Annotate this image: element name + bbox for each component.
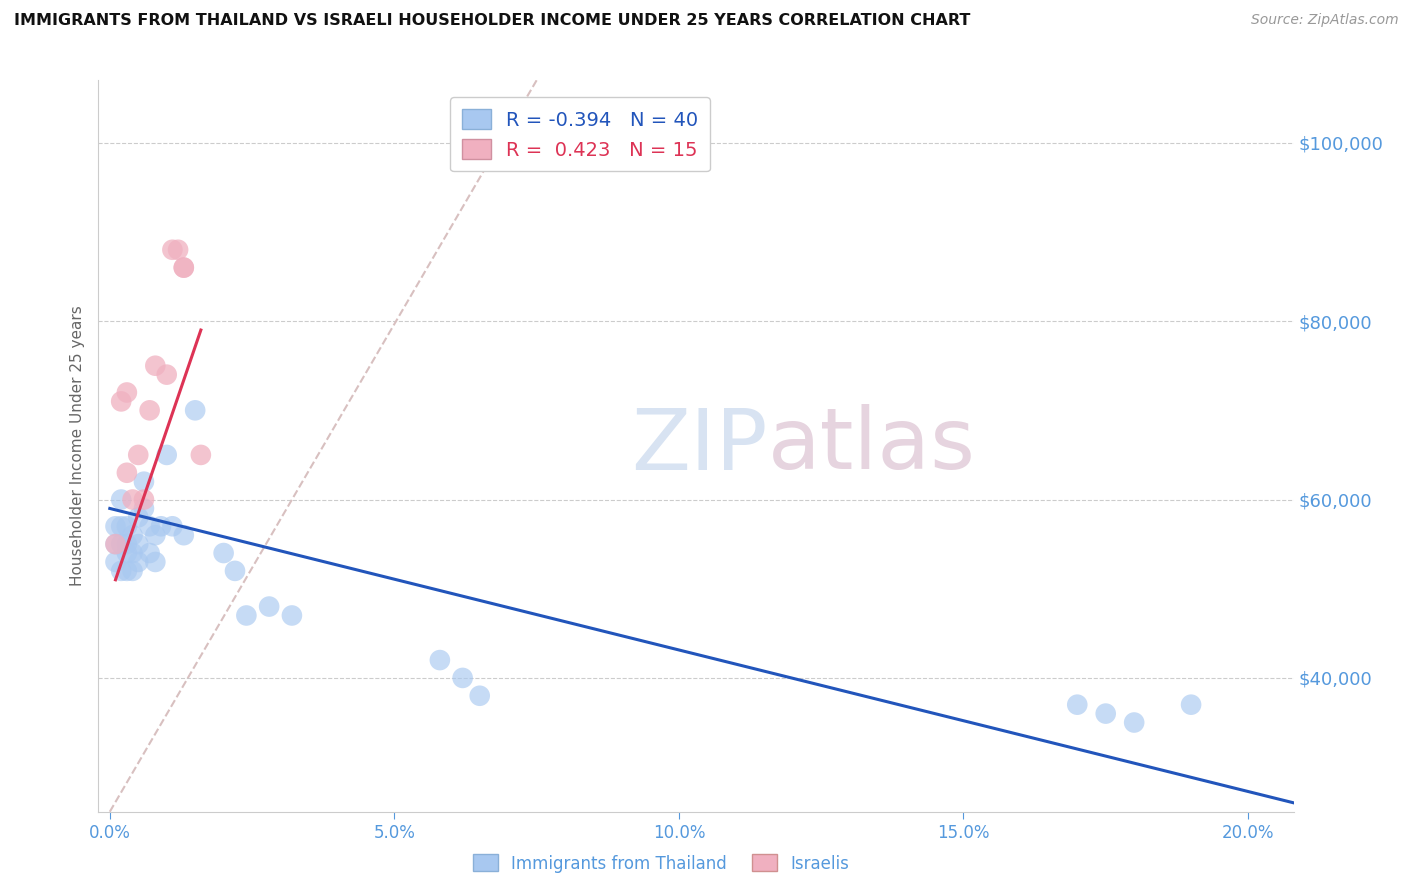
Point: [1123, 715, 1146, 730]
Text: IMMIGRANTS FROM THAILAND VS ISRAELI HOUSEHOLDER INCOME UNDER 25 YEARS CORRELATIO: IMMIGRANTS FROM THAILAND VS ISRAELI HOUS…: [14, 13, 970, 29]
Point: [121, 564, 143, 578]
Point: [173, 260, 195, 275]
Point: [429, 653, 451, 667]
Point: [110, 564, 132, 578]
Point: [127, 537, 149, 551]
Point: [132, 501, 155, 516]
Point: [173, 260, 195, 275]
Point: [173, 528, 195, 542]
Point: [1094, 706, 1116, 721]
Point: [235, 608, 257, 623]
Point: [468, 689, 491, 703]
Point: [110, 492, 132, 507]
Point: [138, 519, 160, 533]
Point: [143, 359, 166, 373]
Text: Source: ZipAtlas.com: Source: ZipAtlas.com: [1251, 13, 1399, 28]
Point: [115, 466, 138, 480]
Point: [110, 519, 132, 533]
Point: [104, 519, 127, 533]
Point: [162, 243, 184, 257]
Point: [190, 448, 212, 462]
Point: [110, 394, 132, 409]
Point: [132, 492, 155, 507]
Point: [138, 403, 160, 417]
Point: [104, 537, 127, 551]
Point: [143, 555, 166, 569]
Point: [115, 519, 138, 533]
Point: [212, 546, 235, 560]
Point: [143, 528, 166, 542]
Point: [1066, 698, 1088, 712]
Text: ZIP: ZIP: [631, 404, 768, 488]
Point: [110, 537, 132, 551]
Point: [104, 537, 127, 551]
Point: [121, 546, 143, 560]
Point: [127, 555, 149, 569]
Point: [224, 564, 246, 578]
Legend: R = -0.394   N = 40, R =  0.423   N = 15: R = -0.394 N = 40, R = 0.423 N = 15: [450, 97, 710, 171]
Point: [127, 510, 149, 524]
Text: atlas: atlas: [768, 404, 976, 488]
Point: [115, 564, 138, 578]
Point: [162, 519, 184, 533]
Point: [121, 528, 143, 542]
Point: [115, 546, 138, 560]
Point: [156, 448, 179, 462]
Point: [167, 243, 190, 257]
Point: [138, 546, 160, 560]
Point: [281, 608, 304, 623]
Point: [1180, 698, 1202, 712]
Point: [132, 475, 155, 489]
Point: [104, 555, 127, 569]
Point: [184, 403, 207, 417]
Point: [115, 537, 138, 551]
Point: [115, 385, 138, 400]
Point: [121, 492, 143, 507]
Legend: Immigrants from Thailand, Israelis: Immigrants from Thailand, Israelis: [465, 847, 856, 880]
Point: [127, 448, 149, 462]
Point: [150, 519, 173, 533]
Y-axis label: Householder Income Under 25 years: Householder Income Under 25 years: [70, 306, 86, 586]
Point: [451, 671, 474, 685]
Point: [257, 599, 280, 614]
Point: [156, 368, 179, 382]
